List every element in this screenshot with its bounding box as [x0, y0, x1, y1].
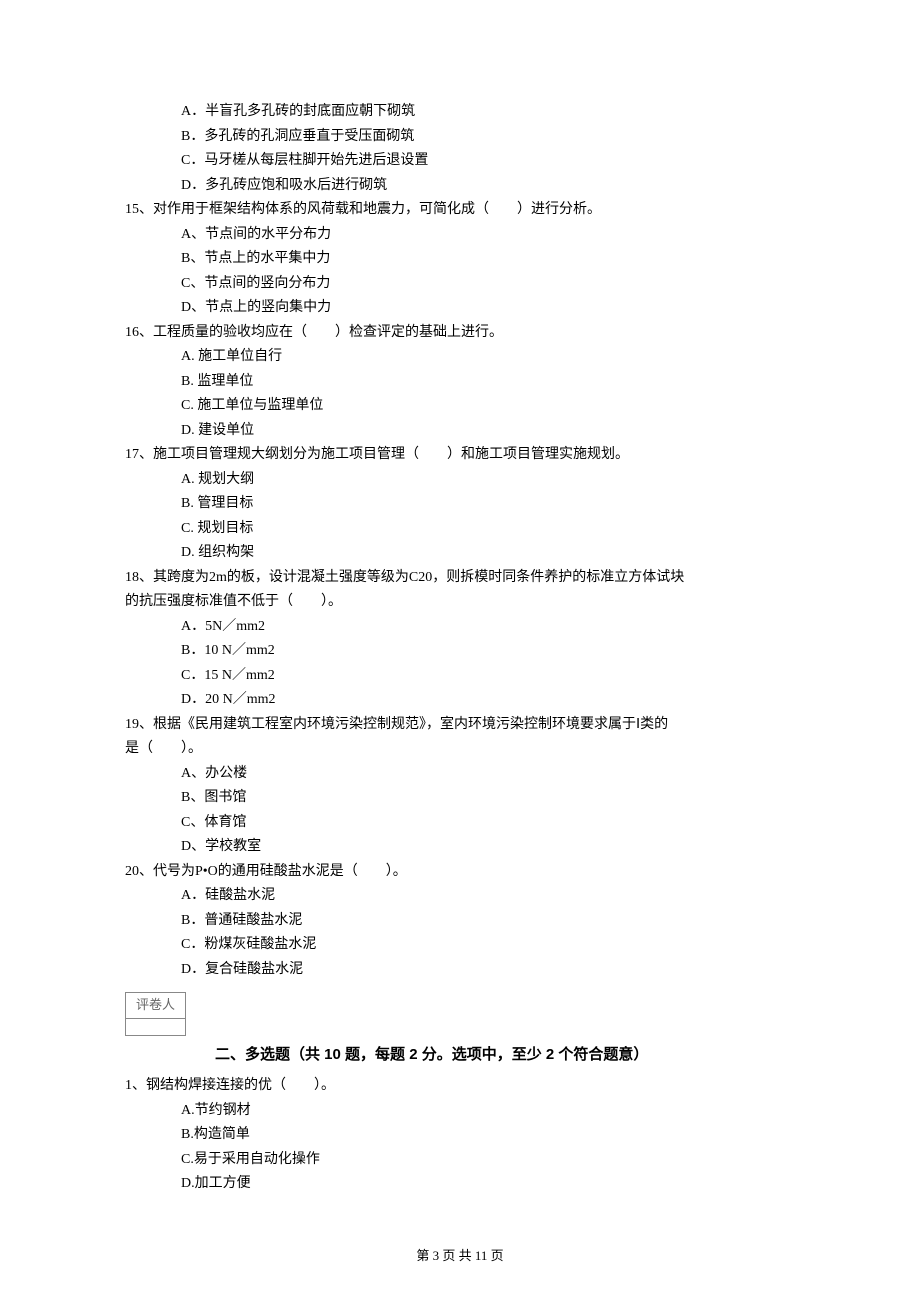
q20-option-a: A．硅酸盐水泥: [125, 884, 795, 909]
q16-option-d: D. 建设单位: [125, 419, 795, 444]
q19-option-d: D、学校教室: [125, 835, 795, 860]
q19-option-b: B、图书馆: [125, 786, 795, 811]
q14-option-a: A．半盲孔多孔砖的封底面应朝下砌筑: [125, 100, 795, 125]
q17-text: 17、施工项目管理规大纲划分为施工项目管理（ ）和施工项目管理实施规划。: [125, 443, 795, 468]
mq1-option-d: D.加工方便: [125, 1172, 795, 1197]
q20-option-d: D．复合硅酸盐水泥: [125, 958, 795, 983]
q18-option-d: D．20 N／mm2: [125, 688, 795, 713]
q15-option-b: B、节点上的水平集中力: [125, 247, 795, 272]
q17-option-a: A. 规划大纲: [125, 468, 795, 493]
q15-option-d: D、节点上的竖向集中力: [125, 296, 795, 321]
q20-text: 20、代号为P•O的通用硅酸盐水泥是（ ）。: [125, 860, 795, 885]
grader-label: 评卷人: [126, 993, 185, 1019]
q20-option-c: C．粉煤灰硅酸盐水泥: [125, 933, 795, 958]
q18-text-line1: 18、其跨度为2m的板，设计混凝土强度等级为C20，则拆模时同条件养护的标准立方…: [125, 566, 795, 591]
q16-option-b: B. 监理单位: [125, 370, 795, 395]
q18-option-a: A．5N／mm2: [125, 615, 795, 640]
grader-empty-cell: [126, 1019, 185, 1035]
q20-option-b: B．普通硅酸盐水泥: [125, 909, 795, 934]
q18-option-c: C．15 N／mm2: [125, 664, 795, 689]
q17-option-c: C. 规划目标: [125, 517, 795, 542]
mq1-option-b: B.构造简单: [125, 1123, 795, 1148]
q16-option-a: A. 施工单位自行: [125, 345, 795, 370]
q19-option-c: C、体育馆: [125, 811, 795, 836]
q16-option-c: C. 施工单位与监理单位: [125, 394, 795, 419]
q14-option-d: D．多孔砖应饱和吸水后进行砌筑: [125, 174, 795, 199]
q17-option-d: D. 组织构架: [125, 541, 795, 566]
q16-text: 16、工程质量的验收均应在（ ）检查评定的基础上进行。: [125, 321, 795, 346]
q19-option-a: A、办公楼: [125, 762, 795, 787]
q14-option-c: C．马牙槎从每层柱脚开始先进后退设置: [125, 149, 795, 174]
q19-text-line1: 19、根据《民用建筑工程室内环境污染控制规范》，室内环境污染控制环境要求属于Ⅰ类…: [125, 713, 795, 738]
q18-option-b: B．10 N／mm2: [125, 639, 795, 664]
q19-text-line2: 是（ ）。: [125, 737, 795, 762]
mq1-option-a: A.节约钢材: [125, 1099, 795, 1124]
q14-option-b: B．多孔砖的孔洞应垂直于受压面砌筑: [125, 125, 795, 150]
mq1-option-c: C.易于采用自动化操作: [125, 1148, 795, 1173]
q15-option-a: A、节点间的水平分布力: [125, 223, 795, 248]
q15-text: 15、对作用于框架结构体系的风荷载和地震力，可简化成（ ）进行分析。: [125, 198, 795, 223]
grader-box: 评卷人: [125, 992, 186, 1036]
q17-option-b: B. 管理目标: [125, 492, 795, 517]
q18-text-line2: 的抗压强度标准值不低于（ ）。: [125, 590, 795, 615]
q15-option-c: C、节点间的竖向分布力: [125, 272, 795, 297]
section2-title: 二、多选题（共 10 题，每题 2 分。选项中，至少 2 个符合题意）: [215, 1046, 648, 1063]
mq1-text: 1、钢结构焊接连接的优（ ）。: [125, 1074, 795, 1099]
page-footer: 第 3 页 共 11 页: [0, 1245, 920, 1268]
